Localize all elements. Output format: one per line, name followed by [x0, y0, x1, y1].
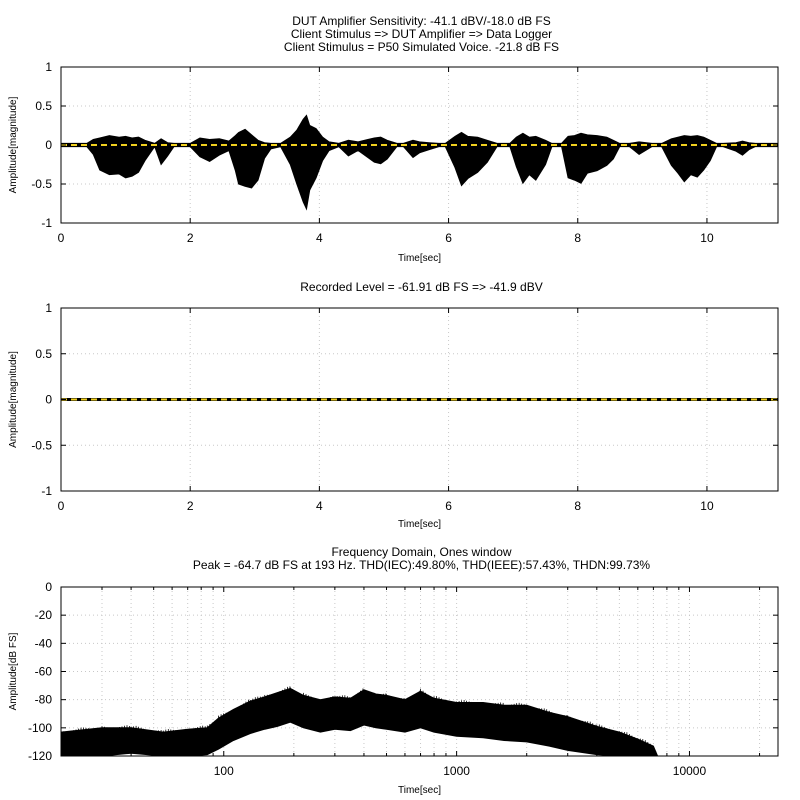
x-axis-label: Time[sec]	[398, 253, 441, 264]
x-tick-label: 10	[700, 231, 714, 245]
y-tick-label: -80	[35, 693, 53, 707]
x-tick-label: 6	[445, 231, 452, 245]
y-tick-label: -1	[41, 216, 52, 230]
y-tick-label: -60	[35, 665, 53, 679]
x-tick-label: 4	[316, 231, 323, 245]
y-tick-label: 0	[45, 138, 52, 152]
chart-title-line-1: Frequency Domain, Ones window	[331, 545, 511, 559]
y-tick-label: -20	[35, 608, 53, 622]
x-tick-label: 10000	[673, 764, 707, 778]
chart-panel-2: 0 2 4 6 8 10 1 0.5 0 -0.5 -1 Recorded Level = -61.9…	[8, 280, 779, 530]
y-axis-label: Amplitude[magnitude]	[8, 96, 19, 193]
y-tick-label: -40	[35, 636, 53, 650]
chart-title-line-3: Client Stimulus = P50 Simulated Voice. -…	[284, 40, 559, 54]
y-tick-label: -100	[28, 721, 52, 735]
y-tick-label: 0.5	[35, 99, 52, 113]
y-tick-label: -0.5	[31, 438, 52, 452]
y-tick-label: 1	[45, 60, 52, 74]
y-tick-label: -120	[28, 749, 52, 763]
x-tick-label: 2	[187, 499, 194, 513]
x-tick-label: 0	[58, 499, 65, 513]
y-tick-label: -1	[41, 484, 52, 498]
chart-title-line-2: Peak = -64.7 dB FS at 193 Hz. THD(IEC):4…	[193, 558, 651, 572]
series-1-hatch	[60, 686, 657, 756]
x-axis-label: Time[sec]	[398, 785, 441, 796]
x-tick-label: 2	[187, 231, 194, 245]
y-axis-label: Amplitude[magnitude]	[8, 351, 19, 448]
series-1-waveform	[60, 114, 779, 211]
chart-panel-3: 100 1000 10000 0 -20 -40 -60 -80 -100 -120 Frequen…	[8, 545, 779, 796]
x-tick-label: 10	[700, 499, 714, 513]
y-tick-label: 0	[45, 580, 52, 594]
x-axis-label: Time[sec]	[398, 519, 441, 530]
x-tick-label: 4	[316, 499, 323, 513]
chart-title-line-1: Recorded Level = -61.91 dB FS => -41.9 d…	[300, 280, 542, 294]
x-tick-label: 0	[58, 231, 65, 245]
y-tick-label: -0.5	[31, 177, 52, 191]
y-tick-label: 0	[45, 393, 52, 407]
x-tick-label: 1000	[443, 764, 470, 778]
chart-title-line-2: Client Stimulus => DUT Amplifier => Data…	[291, 27, 552, 41]
x-tick-label: 8	[574, 231, 581, 245]
y-tick-label: 0.5	[35, 347, 52, 361]
x-tick-label: 8	[574, 499, 581, 513]
grid	[61, 308, 778, 491]
y-tick-label: 1	[45, 301, 52, 315]
y-axis-label: Amplitude[dB FS]	[8, 632, 19, 710]
x-tick-label: 100	[214, 764, 234, 778]
x-tick-label: 6	[445, 499, 452, 513]
chart-panel-1: 0 2 4 6 8 10 1 0.5 0 -0.5 -1 DUT Amplifier Sensitiv…	[8, 14, 779, 264]
chart-title-line-1: DUT Amplifier Sensitivity: -41.1 dBV/-18…	[292, 14, 551, 28]
